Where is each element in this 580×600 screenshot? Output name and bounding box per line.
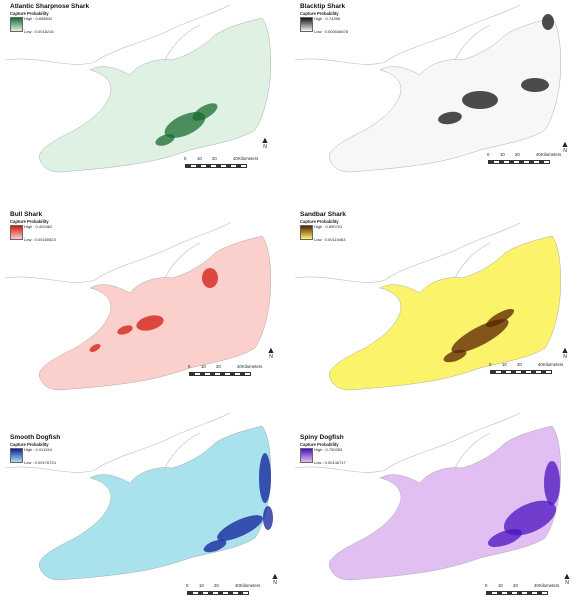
- legend-heading: Capture Probability: [10, 442, 49, 447]
- legend-low-value: Low : 0.0018216: [24, 29, 54, 34]
- scale-bar: 0 10 20 40 Kilometers: [188, 364, 289, 378]
- probability-hotspot: [203, 539, 227, 553]
- sound-water-body: [329, 425, 561, 581]
- probability-hotspot: [544, 461, 560, 505]
- probability-hotspot: [263, 506, 273, 530]
- map-bull: [4, 222, 271, 391]
- north-arrow-icon: ▲ N: [562, 571, 572, 587]
- scale-bar: 0 10 20 40 Kilometers: [186, 583, 287, 597]
- legend-high-value: High : 0.898542: [24, 16, 53, 21]
- legend-heading: Capture Probability: [300, 219, 339, 224]
- legend-high-value: High : 0.74396: [314, 16, 341, 21]
- map-blacktip: [294, 4, 561, 173]
- legend-low-value: Low : 0.000546678: [314, 29, 349, 34]
- north-arrow-icon: ▲ N: [560, 139, 570, 155]
- panel-title: Smooth Dogfish: [10, 434, 61, 441]
- probability-hotspot: [217, 515, 263, 541]
- legend-heading: Capture Probability: [300, 442, 339, 447]
- sound-water-body: [39, 17, 271, 173]
- legend-color-ramp: [10, 448, 23, 463]
- legend-low-value: Low : 0.00150823: [24, 237, 56, 242]
- map-panel-sandbar: Sandbar Shark Capture Probability High :…: [290, 208, 580, 408]
- map-spiny-dogfish: [294, 412, 561, 581]
- legend-low-value: Low : 0.00146717: [314, 460, 346, 465]
- north-arrow-icon: ▲ N: [266, 345, 276, 361]
- legend-color-ramp: [10, 225, 23, 240]
- legend-high-value: High : 0.402462: [24, 224, 53, 229]
- map-sandbar: [294, 222, 561, 391]
- probability-hotspot: [192, 103, 218, 121]
- map-panel-spiny-dogfish: Spiny Dogfish Capture Probability High :…: [290, 400, 580, 600]
- scale-bar: 0 10 20 40 Kilometers: [489, 362, 580, 376]
- legend-color-ramp: [300, 17, 313, 32]
- legend-color-ramp: [10, 17, 23, 32]
- probability-hotspot: [259, 453, 271, 503]
- panel-title: Sandbar Shark: [300, 211, 346, 218]
- probability-hotspot: [485, 308, 515, 328]
- map-panel-atlantic-sharpnose: Atlantic Sharpnose Shark Capture Probabi…: [0, 0, 290, 200]
- panel-title: Bull Shark: [10, 211, 43, 218]
- map-panel-smooth-dogfish: Smooth Dogfish Capture Probability High …: [0, 400, 290, 600]
- legend-high-value: High : 0.911264: [24, 447, 52, 452]
- sound-water-body: [39, 425, 271, 581]
- probability-hotspot: [462, 91, 498, 109]
- probability-hotspot: [487, 528, 523, 548]
- sound-water-body: [329, 235, 561, 391]
- probability-hotspot: [155, 134, 175, 146]
- probability-hotspot: [542, 14, 554, 30]
- probability-hotspot: [117, 325, 133, 335]
- legend-color-ramp: [300, 448, 313, 463]
- map-panel-bull: Bull Shark Capture Probability High : 0.…: [0, 208, 290, 408]
- panel-title: Spiny Dogfish: [300, 434, 344, 441]
- probability-hotspot: [451, 319, 509, 353]
- scale-bar: 0 10 20 40 Kilometers: [184, 156, 285, 170]
- map-atlantic-sharpnose: [4, 4, 271, 173]
- map-smooth-dogfish: [4, 412, 273, 581]
- probability-hotspot: [89, 344, 101, 352]
- scale-bar: 0 10 20 40 Kilometers: [487, 152, 580, 166]
- probability-hotspot: [136, 315, 164, 331]
- sound-water-body: [329, 17, 561, 173]
- legend-low-value: Low : 0.00176724: [24, 460, 56, 465]
- legend-heading: Capture Probability: [300, 11, 339, 16]
- north-arrow-icon: ▲ N: [560, 345, 570, 361]
- legend-heading: Capture Probability: [10, 11, 49, 16]
- north-arrow-icon: ▲ N: [270, 571, 280, 587]
- map-panel-blacktip: Blacktip Shark Capture Probability High …: [290, 0, 580, 200]
- north-arrow-icon: ▲ N: [260, 135, 270, 151]
- legend-high-value: High : 0.750283: [314, 447, 343, 452]
- probability-hotspot: [438, 111, 462, 125]
- legend-low-value: Low : 0.00115463: [314, 237, 346, 242]
- panel-title: Blacktip Shark: [300, 3, 346, 10]
- legend-high-value: High : 0.890701: [314, 224, 343, 229]
- probability-hotspot: [443, 349, 467, 363]
- scale-bar: 0 10 20 40 Kilometers: [485, 583, 580, 597]
- legend-heading: Capture Probability: [10, 219, 49, 224]
- panel-title: Atlantic Sharpnose Shark: [10, 3, 90, 10]
- probability-hotspot: [521, 78, 549, 92]
- legend-color-ramp: [300, 225, 313, 240]
- probability-hotspot: [503, 500, 557, 536]
- probability-hotspot: [202, 268, 218, 288]
